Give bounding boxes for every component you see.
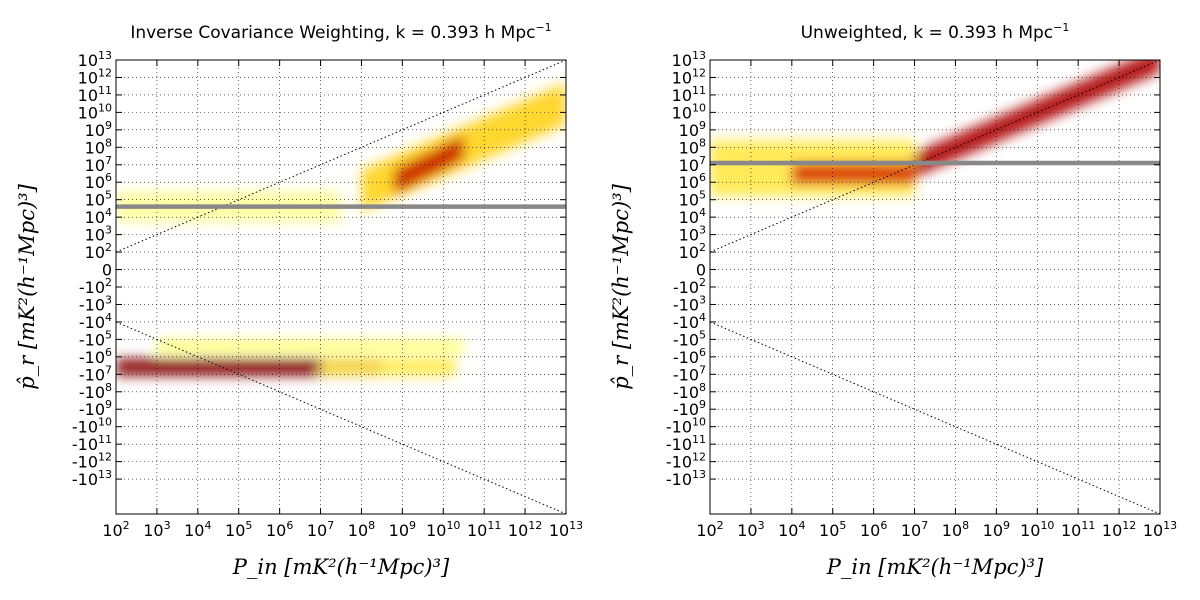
density-band-5 — [156, 339, 464, 354]
y-tick-label: -103 — [79, 293, 112, 314]
x-tick-label: 108 — [348, 519, 375, 540]
x-tick-label: 1011 — [467, 519, 501, 540]
y-tick-label: 104 — [85, 206, 112, 227]
x-tick-label: 105 — [819, 519, 846, 540]
x-tick-label: 109 — [983, 519, 1010, 540]
y-tick-label: 0 — [102, 261, 112, 280]
x-tick-label: 106 — [266, 519, 293, 540]
y-tick-label: -1011 — [666, 433, 706, 454]
y-tick-label: -1013 — [666, 468, 706, 489]
y-tick-label: -106 — [673, 346, 706, 367]
x-tick-label: 102 — [696, 519, 723, 540]
y-tick-label: 0 — [696, 261, 706, 280]
x-tick-label: 107 — [307, 519, 334, 540]
density-layer — [710, 60, 1160, 197]
density-band-2 — [791, 163, 915, 184]
density-band-6 — [320, 358, 456, 377]
x-tick-label: 106 — [860, 519, 887, 540]
y-tick-label: -102 — [79, 276, 112, 297]
density-band-4 — [116, 358, 382, 377]
y-tick-label: -108 — [79, 381, 112, 402]
y-tick-label: 1011 — [78, 84, 112, 105]
y-tick-label: -106 — [79, 346, 112, 367]
x-tick-label: 1012 — [1102, 519, 1136, 540]
identity-line — [709, 59, 1161, 253]
x-tick-label: 103 — [143, 519, 170, 540]
y-tick-label: -1012 — [666, 451, 706, 472]
y-tick-label: -1012 — [72, 451, 112, 472]
x-tick-label: 107 — [901, 519, 928, 540]
y-tick-label: -102 — [673, 276, 706, 297]
y-tick-label: -105 — [673, 328, 706, 349]
y-tick-label: 108 — [85, 136, 112, 157]
x-tick-label: 109 — [389, 519, 416, 540]
y-tick-label: -1010 — [666, 416, 706, 437]
panel-1: Inverse Covariance Weighting, k = 0.393 … — [15, 21, 583, 579]
y-tick-label: 102 — [85, 241, 112, 262]
y-axis-label: p̂_r [mK²(h⁻¹Mpc)³] — [609, 183, 633, 389]
x-tick-label: 1011 — [1061, 519, 1095, 540]
y-tick-label: 103 — [85, 224, 112, 245]
density-band-3 — [914, 60, 1160, 177]
x-tick-label: 1013 — [1143, 519, 1177, 540]
negative-identity-line — [709, 321, 1161, 515]
y-tick-label: 105 — [85, 189, 112, 210]
x-tick-label: 102 — [102, 519, 129, 540]
y-tick-label: -1011 — [72, 433, 112, 454]
y-tick-label: 104 — [679, 206, 706, 227]
y-tick-label: 1013 — [672, 49, 706, 70]
y-tick-label: -107 — [673, 363, 706, 384]
y-tick-label: 107 — [85, 154, 112, 175]
y-tick-label: -109 — [79, 398, 112, 419]
y-tick-label: -1013 — [72, 468, 112, 489]
grid — [115, 59, 567, 514]
y-tick-label: 1013 — [78, 49, 112, 70]
y-tick-label: 105 — [679, 189, 706, 210]
y-tick-label: -107 — [79, 363, 112, 384]
x-axis-label: P_in [mK²(h⁻¹Mpc)³] — [232, 555, 450, 579]
panel-title: Inverse Covariance Weighting, k = 0.393 … — [130, 21, 551, 43]
y-tick-label: -104 — [673, 311, 706, 332]
y-tick-label: 103 — [679, 224, 706, 245]
y-tick-label: 107 — [679, 154, 706, 175]
y-tick-label: -108 — [673, 381, 706, 402]
y-tick-label: -104 — [79, 311, 112, 332]
x-axis-label: P_in [mK²(h⁻¹Mpc)³] — [826, 555, 1044, 579]
y-tick-label: 1012 — [78, 66, 112, 87]
negative-identity-line — [115, 321, 567, 515]
x-tick-label: 1010 — [426, 519, 460, 540]
x-tick-label: 104 — [778, 519, 805, 540]
y-tick-label: 1012 — [672, 66, 706, 87]
y-tick-label: 106 — [679, 171, 706, 192]
y-tick-label: 1011 — [672, 84, 706, 105]
y-tick-label: 1010 — [672, 101, 706, 122]
y-tick-label: 106 — [85, 171, 112, 192]
x-tick-label: 103 — [737, 519, 764, 540]
grid — [709, 59, 1161, 514]
y-tick-label: -1010 — [72, 416, 112, 437]
x-tick-label: 1013 — [549, 519, 583, 540]
y-tick-label: 1010 — [78, 101, 112, 122]
y-tick-label: 108 — [679, 136, 706, 157]
y-tick-label: 102 — [679, 241, 706, 262]
x-tick-label: 1012 — [508, 519, 542, 540]
y-tick-label: 109 — [85, 119, 112, 140]
panel-title: Unweighted, k = 0.393 h Mpc−1 — [801, 21, 1070, 43]
x-tick-label: 108 — [942, 519, 969, 540]
x-tick-label: 105 — [225, 519, 252, 540]
x-tick-label: 104 — [184, 519, 211, 540]
y-tick-label: -103 — [673, 293, 706, 314]
y-tick-label: 109 — [679, 119, 706, 140]
y-axis-label: p̂_r [mK²(h⁻¹Mpc)³] — [15, 183, 39, 389]
x-tick-label: 1010 — [1020, 519, 1054, 540]
y-tick-label: -105 — [79, 328, 112, 349]
identity-line — [115, 59, 567, 253]
y-tick-label: -109 — [673, 398, 706, 419]
density-layer — [116, 82, 566, 377]
